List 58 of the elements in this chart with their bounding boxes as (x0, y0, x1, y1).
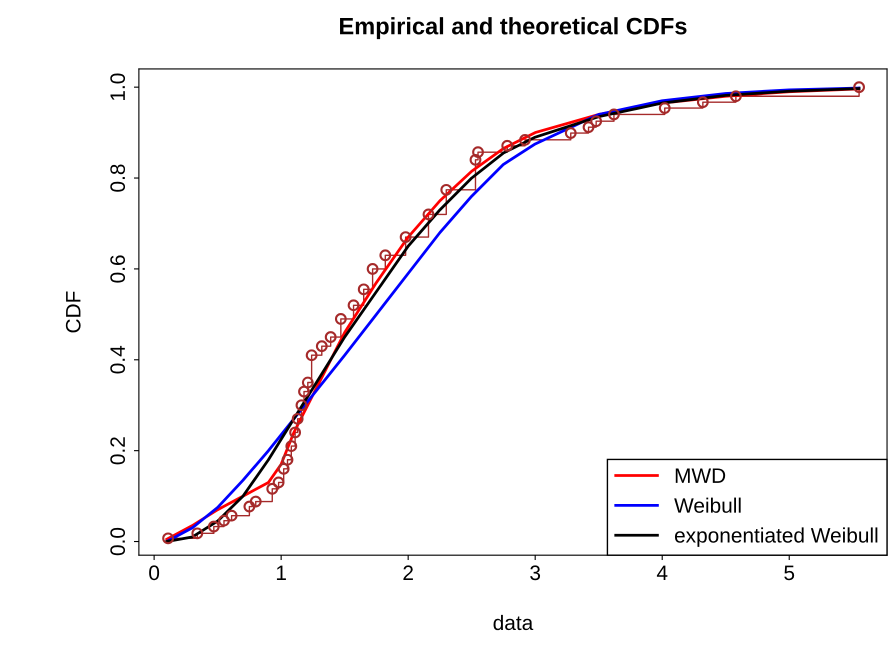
y-tick-label: 0.2 (110, 437, 126, 464)
point (472, 146, 484, 158)
point (519, 134, 531, 146)
point (278, 462, 290, 475)
legend-label: MWD (676, 468, 726, 483)
legend-label: Weibull (674, 498, 741, 513)
legend-label: exponentiated Weibull (674, 527, 878, 547)
point (853, 81, 865, 94)
x-tick-label: 0 (149, 565, 160, 580)
point (582, 121, 594, 134)
point (250, 496, 262, 508)
point (285, 440, 298, 452)
point (296, 399, 308, 412)
point (658, 102, 671, 114)
point (358, 283, 370, 296)
y-tick-label: 0.0 (110, 528, 126, 556)
point (316, 340, 328, 352)
point (272, 476, 285, 488)
point (302, 376, 314, 388)
point (191, 527, 204, 540)
y-axis-title: CDF (66, 292, 81, 332)
point (298, 386, 310, 398)
y-tick-label: 0.4 (110, 346, 126, 374)
point (218, 514, 230, 527)
point (730, 90, 742, 102)
point (334, 312, 347, 325)
y-tick-label: 0.6 (110, 255, 126, 283)
point (608, 108, 620, 120)
point (243, 500, 256, 512)
point (162, 532, 174, 544)
point (696, 96, 709, 108)
point (422, 208, 434, 220)
point (306, 349, 318, 362)
point (208, 520, 220, 532)
x-tick-label: 5 (784, 566, 794, 580)
x-tick-label: 4 (656, 566, 668, 580)
y-tick-label: 0.8 (110, 164, 126, 192)
x-tick-label: 2 (403, 565, 413, 580)
y-tick-label: 1.0 (110, 73, 126, 100)
point (324, 331, 337, 343)
point (282, 454, 294, 466)
point (470, 154, 482, 166)
point (348, 299, 360, 312)
point (292, 412, 304, 425)
point (400, 231, 412, 244)
point (379, 249, 392, 262)
point (440, 184, 452, 196)
point (289, 426, 302, 438)
point (226, 510, 238, 522)
chart-title: Empirical and theoretical CDFs (340, 17, 687, 40)
point (590, 115, 602, 128)
x-axis-title: data (494, 614, 534, 630)
point (501, 140, 514, 152)
x-tick-label: 3 (530, 565, 540, 580)
point (266, 482, 278, 495)
point (366, 263, 379, 275)
point (564, 127, 577, 139)
x-tick-label: 1 (276, 566, 286, 580)
